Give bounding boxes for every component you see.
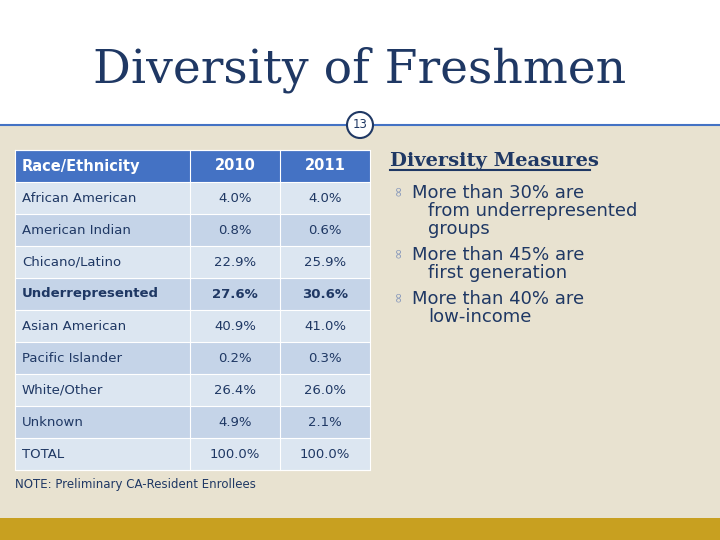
Text: 40.9%: 40.9% — [214, 320, 256, 333]
Text: More than 40% are: More than 40% are — [412, 290, 584, 308]
Text: 4.9%: 4.9% — [218, 415, 252, 429]
Text: Race/Ethnicity: Race/Ethnicity — [22, 159, 140, 173]
Text: Underrepresented: Underrepresented — [22, 287, 159, 300]
FancyBboxPatch shape — [15, 310, 370, 342]
Text: Unknown: Unknown — [22, 415, 84, 429]
FancyBboxPatch shape — [0, 518, 720, 540]
Text: 4.0%: 4.0% — [308, 192, 342, 205]
Text: 2010: 2010 — [215, 159, 256, 173]
Text: 0.8%: 0.8% — [218, 224, 252, 237]
Circle shape — [347, 112, 373, 138]
Text: ∞: ∞ — [391, 246, 405, 258]
Text: Chicano/Latino: Chicano/Latino — [22, 255, 121, 268]
Text: 22.9%: 22.9% — [214, 255, 256, 268]
Text: 25.9%: 25.9% — [304, 255, 346, 268]
Text: American Indian: American Indian — [22, 224, 131, 237]
Text: Diversity Measures: Diversity Measures — [390, 152, 599, 170]
FancyBboxPatch shape — [0, 0, 720, 125]
Text: ∞: ∞ — [391, 184, 405, 195]
Text: 26.4%: 26.4% — [214, 383, 256, 396]
Text: 41.0%: 41.0% — [304, 320, 346, 333]
Text: ∞: ∞ — [391, 290, 405, 301]
Text: 100.0%: 100.0% — [300, 448, 350, 461]
FancyBboxPatch shape — [15, 246, 370, 278]
Text: 26.0%: 26.0% — [304, 383, 346, 396]
FancyBboxPatch shape — [15, 182, 370, 214]
Text: NOTE: Preliminary CA-Resident Enrollees: NOTE: Preliminary CA-Resident Enrollees — [15, 478, 256, 491]
Text: 0.3%: 0.3% — [308, 352, 342, 365]
Text: Asian American: Asian American — [22, 320, 126, 333]
Text: African American: African American — [22, 192, 136, 205]
FancyBboxPatch shape — [15, 278, 370, 310]
Text: White/Other: White/Other — [22, 383, 104, 396]
Text: 2011: 2011 — [305, 159, 346, 173]
Text: 100.0%: 100.0% — [210, 448, 260, 461]
Text: Diversity of Freshmen: Diversity of Freshmen — [94, 47, 626, 93]
Text: TOTAL: TOTAL — [22, 448, 64, 461]
Text: More than 45% are: More than 45% are — [412, 246, 585, 264]
FancyBboxPatch shape — [15, 406, 370, 438]
Text: 30.6%: 30.6% — [302, 287, 348, 300]
FancyBboxPatch shape — [15, 342, 370, 374]
Text: 4.0%: 4.0% — [218, 192, 252, 205]
FancyBboxPatch shape — [15, 150, 370, 182]
Text: first generation: first generation — [428, 264, 567, 282]
Text: More than 30% are: More than 30% are — [412, 184, 584, 202]
Text: 0.2%: 0.2% — [218, 352, 252, 365]
Text: from underrepresented: from underrepresented — [428, 202, 637, 220]
Text: groups: groups — [428, 220, 490, 238]
Text: Pacific Islander: Pacific Islander — [22, 352, 122, 365]
FancyBboxPatch shape — [15, 438, 370, 470]
FancyBboxPatch shape — [15, 214, 370, 246]
Text: 27.6%: 27.6% — [212, 287, 258, 300]
Text: 0.6%: 0.6% — [308, 224, 342, 237]
Text: 13: 13 — [353, 118, 367, 132]
FancyBboxPatch shape — [15, 374, 370, 406]
Text: low-income: low-income — [428, 308, 531, 326]
Text: 2.1%: 2.1% — [308, 415, 342, 429]
